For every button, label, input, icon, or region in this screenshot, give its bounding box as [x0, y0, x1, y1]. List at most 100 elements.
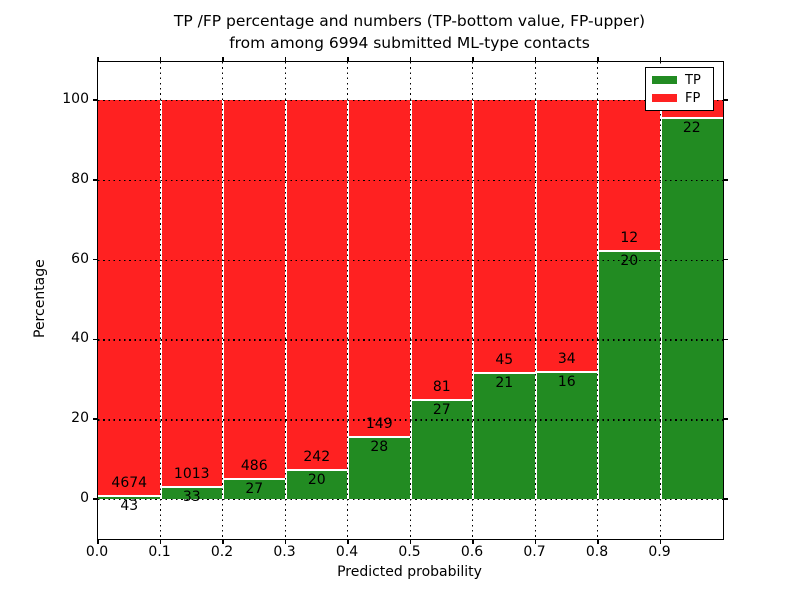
- tp-bar-segment: [598, 249, 661, 499]
- y-axis-tick-mark: [93, 498, 98, 500]
- tp-count-label: 27: [245, 481, 264, 497]
- vertical-gridline: [534, 62, 537, 539]
- fp-count-label: 486: [240, 458, 268, 474]
- vertical-gridline: [284, 62, 287, 539]
- tp-count-label: 22: [682, 120, 701, 137]
- y-axis-title: Percentage: [32, 259, 48, 339]
- y-axis-tick-label: 100: [62, 91, 89, 107]
- x-axis-tick-mark: [284, 539, 287, 544]
- vertical-gridline: [347, 62, 349, 539]
- fp-bar-segment: [285, 100, 348, 469]
- x-axis-tick-mark: [347, 57, 349, 62]
- x-axis-tick-label: 0.0: [85, 544, 109, 560]
- x-axis-tick-label: 0.7: [523, 544, 546, 560]
- y-axis-tick-mark: [723, 338, 728, 341]
- fp-bar-segment: [348, 100, 411, 436]
- vertical-gridline: [597, 62, 599, 539]
- fp-count-label: 34: [557, 351, 576, 368]
- fp-bar-segment: [98, 100, 161, 496]
- horizontal-gridline: [98, 259, 723, 261]
- tp-count-label: 20: [307, 471, 326, 488]
- x-axis-tick-mark: [222, 57, 224, 62]
- figure-title-line1: TP /FP percentage and numbers (TP-bottom…: [173, 12, 646, 30]
- tp-bar-segment: [535, 371, 598, 499]
- vertical-gridline: [159, 62, 162, 539]
- x-axis-tick-label: 0.4: [335, 544, 359, 560]
- y-axis-tick-mark: [723, 418, 728, 420]
- fp-count-label: 12: [620, 229, 639, 246]
- vertical-gridline: [222, 62, 224, 539]
- x-axis-tick-mark: [159, 539, 162, 544]
- legend-item-fp: FP: [652, 92, 707, 105]
- fp-bar-segment: [160, 100, 223, 487]
- tp-bar-segment: [473, 372, 536, 499]
- x-axis-title: Predicted probability: [337, 564, 482, 580]
- tp-count-label: 21: [495, 375, 514, 392]
- tp-bar-segment: [348, 435, 411, 499]
- vertical-gridline: [472, 62, 474, 539]
- x-axis-tick-mark: [597, 57, 599, 62]
- x-axis-tick-mark: [97, 539, 99, 544]
- fp-count-label: 4674: [111, 475, 148, 492]
- x-axis-tick-mark: [659, 57, 662, 62]
- fp-bar-segment: [410, 100, 473, 400]
- y-axis-tick-label: 20: [71, 410, 89, 427]
- fp-bar-segment: [598, 100, 661, 250]
- y-axis-tick-label: 60: [71, 250, 89, 267]
- x-axis-tick-mark: [659, 539, 662, 544]
- x-axis-tick-mark: [222, 539, 224, 544]
- x-axis-tick-mark: [97, 57, 99, 62]
- vertical-gridline: [409, 62, 412, 539]
- legend-item-tp: TP: [652, 74, 707, 87]
- figure-title: TP /FP percentage and numbers (TP-bottom…: [97, 10, 722, 54]
- x-axis-tick-mark: [284, 57, 287, 62]
- y-axis-tick-mark: [93, 258, 98, 261]
- legend-label-fp: FP: [685, 90, 701, 106]
- tp-count-label: 28: [370, 438, 389, 455]
- x-axis-tick-mark: [409, 539, 412, 544]
- tp-bar-segment: [410, 399, 473, 499]
- tp-count-label: 27: [432, 402, 451, 419]
- x-axis-tick-label: 0.3: [273, 544, 296, 560]
- fp-count-label: 81: [432, 379, 451, 396]
- tp-count-label: 33: [182, 489, 201, 506]
- plot-area: 4674 43 1013 33 486 27 242 20 149 28 81 27 45 21 34 16 1…: [93, 57, 728, 544]
- x-axis-tick-mark: [472, 539, 474, 544]
- fp-bar-segment: [473, 100, 536, 373]
- fp-count-label: 242: [303, 448, 331, 465]
- x-axis-tick-label: 0.5: [398, 544, 421, 560]
- y-axis-tick-mark: [93, 418, 98, 420]
- horizontal-gridline: [98, 100, 723, 102]
- x-axis-tick-label: 0.6: [460, 544, 484, 560]
- x-axis-tick-mark: [597, 539, 599, 544]
- y-axis-tick-mark: [93, 338, 98, 341]
- y-axis-tick-label: 80: [71, 170, 89, 187]
- x-axis-tick-mark: [409, 57, 412, 62]
- x-axis-tick-mark: [159, 57, 162, 62]
- y-axis-tick-mark: [723, 179, 728, 181]
- legend-label-tp: TP: [685, 72, 701, 88]
- x-axis-tick-mark: [347, 539, 349, 544]
- tp-bar-segment: [285, 468, 348, 499]
- y-axis-tick-mark: [93, 179, 98, 181]
- tp-bar-segment: [98, 495, 161, 499]
- fp-count-label: 45: [495, 352, 514, 369]
- tp-count-label: 16: [557, 374, 576, 391]
- tp-bar-segment: [160, 486, 223, 499]
- x-axis-tick-mark: [534, 539, 537, 544]
- horizontal-gridline: [98, 499, 723, 501]
- x-axis-tick-mark: [472, 57, 474, 62]
- y-axis-tick-mark: [93, 99, 98, 101]
- y-axis-tick-mark: [723, 498, 728, 500]
- fp-color-swatch: [652, 94, 677, 102]
- tp-count-label: 43: [120, 498, 139, 515]
- horizontal-gridline: [98, 339, 723, 341]
- x-axis-tick-label: 0.2: [210, 544, 234, 560]
- vertical-gridline: [659, 62, 662, 539]
- x-axis-tick-label: 0.9: [648, 544, 671, 560]
- y-axis-tick-mark: [723, 258, 728, 261]
- tp-bar-segment: [223, 478, 286, 499]
- x-axis-tick-label: 0.8: [585, 544, 609, 560]
- y-axis-tick-label: 40: [71, 330, 89, 347]
